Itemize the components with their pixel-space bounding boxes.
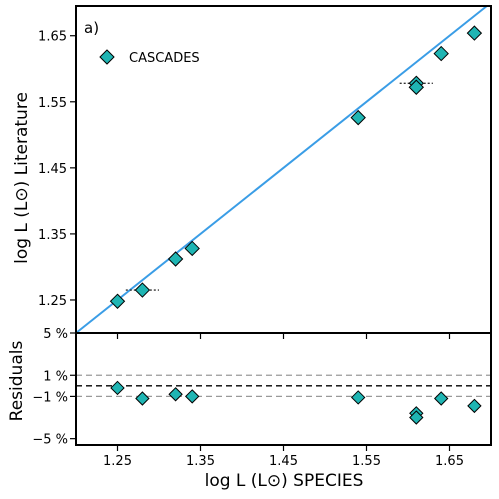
- y-tick-label-residuals: −1 %: [32, 390, 68, 405]
- y-axis-label-residuals: Residuals: [7, 341, 27, 422]
- x-tick-label: 1.55: [352, 454, 381, 469]
- residual-point: [467, 398, 482, 414]
- residual-point: [135, 391, 150, 406]
- legend: CASCADES: [99, 49, 200, 66]
- x-axis: 1.25 1.35 1.45 1.55 1.65: [103, 333, 464, 469]
- y-tick-label-main: 1.65: [38, 30, 67, 45]
- x-tick-label: 1.65: [435, 454, 464, 469]
- data-point: [167, 251, 184, 267]
- legend-label: CASCADES: [129, 51, 200, 66]
- y-tick-label-residuals: −5 %: [32, 433, 68, 448]
- residual-point: [433, 391, 449, 406]
- residual-point: [184, 389, 200, 404]
- residual-point: [409, 410, 424, 425]
- y-tick-label-main: 1.55: [38, 96, 67, 111]
- data-point: [466, 25, 483, 41]
- panel-label: a): [84, 19, 99, 37]
- x-axis-label: log L (L⊙) SPECIES: [205, 471, 364, 491]
- x-tick-label: 1.35: [186, 454, 215, 469]
- main-panel: 1.25 1.35 1.45 1.55 1.65: [38, 5, 492, 334]
- data-point: [184, 240, 200, 257]
- residual-point: [168, 387, 183, 402]
- residuals-panel-frame: [75, 332, 492, 446]
- one-to-one-line: [75, 5, 488, 334]
- data-point: [433, 45, 449, 62]
- y-tick-label-main: 1.45: [38, 162, 67, 177]
- x-tick-label: 1.45: [269, 454, 298, 469]
- data-point: [109, 293, 126, 309]
- residuals-panel: 5 % 1 % −1 % −5 %: [32, 327, 492, 448]
- residual-point: [110, 380, 125, 396]
- y-tick-label-residuals: 1 %: [43, 369, 68, 384]
- x-tick-label: 1.25: [103, 454, 132, 469]
- data-point: [408, 79, 425, 95]
- data-point: [134, 282, 151, 298]
- y-tick-label-main: 1.35: [38, 228, 67, 243]
- y-axis-label-main: log L (L⊙) Literature: [12, 92, 32, 264]
- y-tick-label-residuals: 5 %: [43, 327, 68, 342]
- data-point: [350, 109, 366, 126]
- legend-marker: [99, 49, 115, 65]
- residual-point: [350, 390, 366, 405]
- y-tick-label-main: 1.25: [38, 294, 67, 309]
